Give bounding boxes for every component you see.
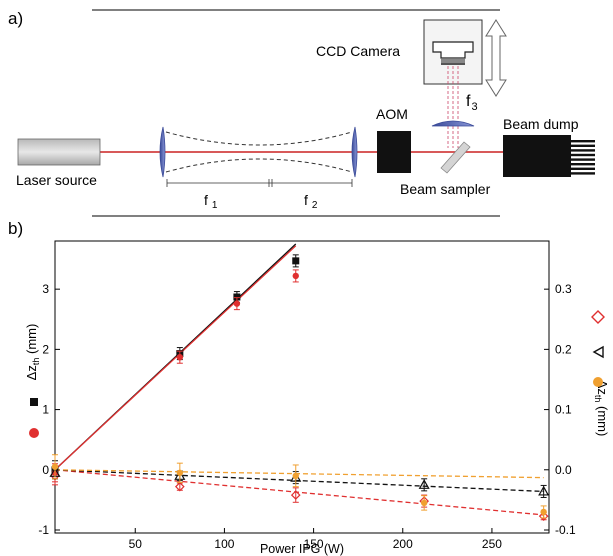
beam-dump-fin: [571, 172, 595, 175]
right-y-axis: 0.3 0.2 0.1 0.0 -0.1: [544, 282, 576, 537]
data-point-triangle: [418, 479, 430, 489]
right-tick-label: 0.0: [555, 463, 572, 477]
data-point-circle: [420, 499, 428, 507]
aom-block: [377, 131, 411, 173]
ccd-sensor: [441, 59, 465, 63]
legend-triangle-marker: [592, 345, 604, 359]
beam-dump-body: [503, 135, 571, 177]
data-point-square: [233, 293, 241, 301]
data-points: [49, 254, 550, 521]
right-tick-label: 0.3: [555, 282, 572, 296]
left-tick-label: 0: [42, 463, 49, 477]
beam-dump-label: Beam dump: [503, 116, 579, 132]
ccd-camera-label: CCD Camera: [316, 43, 400, 59]
translation-arrow-icon: [485, 19, 507, 97]
x-axis: 50 100 150 200 250: [129, 528, 502, 551]
beam-sampler-label: Beam sampler: [400, 181, 491, 197]
beam-dump-fin: [571, 167, 595, 170]
legend-orange-circle-marker: [593, 377, 603, 387]
f3-label: f3: [466, 93, 478, 113]
right-tick-label: 0.2: [555, 342, 572, 356]
left-tick-label: 3: [42, 282, 49, 296]
plot-frame: [54, 240, 550, 534]
data-point-circle: [51, 463, 59, 470]
data-point-circle: [176, 353, 184, 361]
fit-line: [54, 245, 297, 471]
x-tick-label: 150: [304, 537, 324, 551]
left-tick-label: 2: [42, 342, 49, 356]
data-point-circle: [292, 472, 299, 480]
beam-dump-fin: [571, 163, 595, 166]
x-axis-title: Power IPG (W): [260, 542, 344, 556]
lens-f2: [351, 126, 358, 178]
data-point-triangle: [538, 485, 550, 496]
ccd-camera-body: [432, 41, 474, 59]
panel-b-label: b): [8, 219, 23, 238]
ccd-sensor-base: [441, 63, 465, 65]
data-point-diamond: [538, 511, 549, 521]
legend-diamond-marker: [591, 310, 605, 324]
data-point-circle: [540, 508, 547, 516]
beam-dump-fin: [571, 149, 595, 152]
fit-line: [54, 469, 544, 516]
data-point-circle: [292, 272, 299, 280]
right-axis-title: Δzth (mm): [593, 380, 610, 437]
x-tick-label: 250: [482, 537, 502, 551]
left-tick-label: 1: [42, 403, 49, 417]
x-tick-label: 200: [393, 537, 413, 551]
data-point-diamond: [174, 481, 185, 492]
fit-lines: [54, 243, 544, 516]
data-point-diamond: [50, 470, 60, 481]
x-tick-label: 100: [214, 537, 234, 551]
panel-a-label: a): [8, 9, 23, 28]
aom-label: AOM: [376, 106, 408, 122]
left-axis-title: Δzth (mm): [24, 324, 41, 381]
lens-f1: [159, 126, 166, 178]
data-point-diamond: [290, 490, 301, 500]
beam-dump-fin: [571, 144, 595, 147]
x-tick-label: 50: [129, 537, 143, 551]
data-point-square: [292, 257, 300, 265]
beam-dump-fin: [571, 140, 595, 143]
panel-b: b) 50 100 150 200 250 3 2 1 0 -1 0.3 0.2 0.1 0.0 -0.…: [8, 219, 610, 556]
data-point-circle: [233, 300, 241, 307]
beam-dump-fins: [571, 140, 595, 175]
fit-line: [54, 469, 544, 479]
left-y-axis: 3 2 1 0 -1: [38, 282, 60, 537]
left-tick-label: -1: [38, 523, 49, 537]
lens-f3: [431, 120, 475, 127]
laser-source-box: [17, 138, 101, 166]
beam-envelope-bottom: [165, 158, 353, 173]
laser-source-label: Laser source: [16, 172, 97, 188]
legend-square-marker: [30, 398, 38, 406]
beam-dump-fin: [571, 158, 595, 161]
beam-dump-fin: [571, 153, 595, 157]
right-tick-label: -0.1: [555, 523, 576, 537]
beam-envelope-top: [165, 131, 353, 146]
data-point-circle: [176, 469, 184, 476]
right-tick-label: 0.1: [555, 403, 572, 417]
legend-circle-marker: [29, 428, 39, 438]
beam-sampler-plate: [440, 141, 471, 174]
